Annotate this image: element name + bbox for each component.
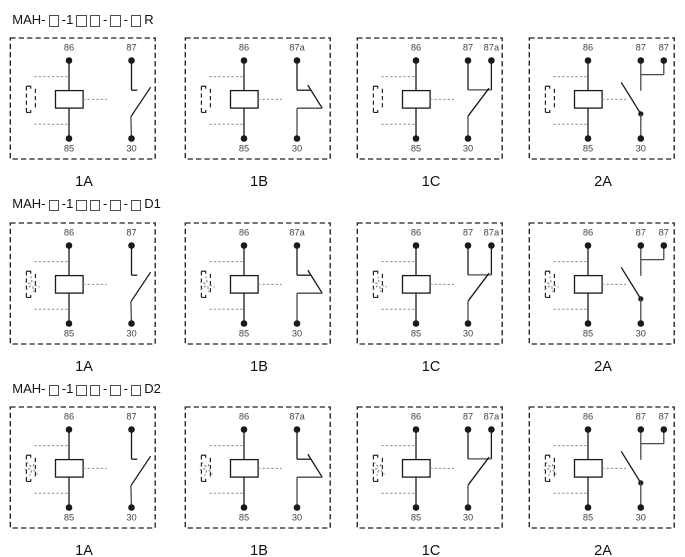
svg-text:30: 30: [126, 144, 136, 154]
svg-text:30: 30: [636, 328, 646, 338]
svg-text:1A: 1A: [75, 543, 93, 556]
svg-text:87a: 87a: [483, 43, 499, 53]
svg-text:87: 87: [463, 43, 473, 53]
svg-text:30: 30: [463, 144, 473, 154]
svg-text:85: 85: [239, 144, 249, 154]
svg-text:87a: 87a: [289, 412, 305, 422]
svg-text:85: 85: [583, 513, 593, 523]
svg-text:1B: 1B: [250, 174, 268, 187]
svg-text:86: 86: [239, 43, 249, 53]
svg-text:30: 30: [126, 513, 136, 523]
svg-text:87a: 87a: [289, 43, 305, 53]
svg-text:87: 87: [126, 227, 136, 237]
svg-text:87: 87: [636, 227, 646, 237]
svg-text:86: 86: [411, 43, 421, 53]
svg-text:86: 86: [583, 43, 593, 53]
svg-text:1B: 1B: [250, 359, 268, 372]
svg-text:85: 85: [239, 328, 249, 338]
svg-text:85: 85: [411, 513, 421, 523]
svg-text:87: 87: [463, 227, 473, 237]
svg-text:86: 86: [64, 412, 74, 422]
svg-text:2A: 2A: [594, 543, 612, 556]
svg-text:30: 30: [636, 144, 646, 154]
svg-text:86: 86: [64, 43, 74, 53]
svg-text:85: 85: [411, 328, 421, 338]
svg-text:85: 85: [583, 144, 593, 154]
svg-text:85: 85: [64, 513, 74, 523]
svg-text:87a: 87a: [483, 227, 499, 237]
svg-text:85: 85: [411, 144, 421, 154]
svg-text:87a: 87a: [483, 412, 499, 422]
svg-text:85: 85: [239, 513, 249, 523]
svg-text:87a: 87a: [289, 227, 305, 237]
svg-text:30: 30: [292, 328, 302, 338]
svg-text:1A: 1A: [75, 174, 93, 187]
svg-text:86: 86: [583, 412, 593, 422]
svg-text:87: 87: [659, 227, 669, 237]
svg-text:30: 30: [126, 328, 136, 338]
svg-text:1C: 1C: [421, 174, 440, 187]
svg-text:87: 87: [659, 412, 669, 422]
svg-text:87: 87: [126, 412, 136, 422]
svg-text:30: 30: [636, 513, 646, 523]
svg-text:85: 85: [64, 144, 74, 154]
svg-text:87: 87: [126, 43, 136, 53]
svg-text:2A: 2A: [594, 359, 612, 372]
svg-text:87: 87: [659, 43, 669, 53]
svg-text:85: 85: [64, 328, 74, 338]
svg-text:87: 87: [463, 412, 473, 422]
svg-text:86: 86: [411, 227, 421, 237]
svg-text:86: 86: [64, 227, 74, 237]
svg-text:30: 30: [292, 144, 302, 154]
svg-text:85: 85: [583, 328, 593, 338]
svg-text:87: 87: [636, 43, 646, 53]
svg-text:86: 86: [411, 412, 421, 422]
svg-text:86: 86: [239, 412, 249, 422]
svg-text:86: 86: [583, 227, 593, 237]
svg-text:2A: 2A: [594, 174, 612, 187]
svg-text:87: 87: [636, 412, 646, 422]
svg-text:30: 30: [463, 328, 473, 338]
svg-text:86: 86: [239, 227, 249, 237]
svg-text:1B: 1B: [250, 543, 268, 556]
svg-text:1A: 1A: [75, 359, 93, 372]
svg-text:1C: 1C: [421, 359, 440, 372]
svg-text:30: 30: [292, 513, 302, 523]
svg-text:1C: 1C: [421, 543, 440, 556]
svg-text:30: 30: [463, 513, 473, 523]
